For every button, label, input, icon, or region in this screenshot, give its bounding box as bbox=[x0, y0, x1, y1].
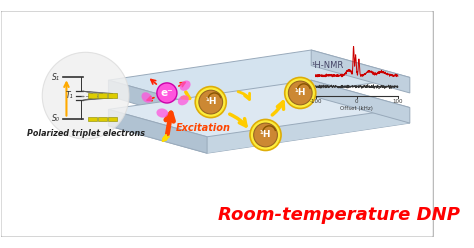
Polygon shape bbox=[109, 80, 207, 126]
Circle shape bbox=[250, 120, 281, 151]
Polygon shape bbox=[311, 80, 410, 123]
Polygon shape bbox=[109, 96, 410, 153]
Text: Excitation: Excitation bbox=[176, 123, 231, 133]
Ellipse shape bbox=[142, 92, 152, 103]
Polygon shape bbox=[109, 50, 410, 108]
Circle shape bbox=[195, 87, 226, 118]
Bar bbox=[99, 93, 107, 98]
Ellipse shape bbox=[178, 95, 189, 105]
Text: -100: -100 bbox=[310, 99, 322, 104]
Circle shape bbox=[288, 81, 312, 105]
Text: Offset (kHz): Offset (kHz) bbox=[340, 106, 374, 111]
FancyBboxPatch shape bbox=[0, 11, 434, 237]
Bar bbox=[88, 93, 97, 98]
Text: 100: 100 bbox=[392, 99, 403, 104]
Circle shape bbox=[254, 123, 277, 147]
Circle shape bbox=[157, 83, 177, 103]
Ellipse shape bbox=[156, 108, 168, 118]
Polygon shape bbox=[311, 50, 410, 93]
Ellipse shape bbox=[42, 52, 129, 139]
Text: ¹H: ¹H bbox=[205, 97, 217, 106]
Text: Room-temperature DNP: Room-temperature DNP bbox=[218, 206, 460, 223]
Text: S₁: S₁ bbox=[52, 73, 60, 82]
Bar bbox=[88, 117, 97, 121]
Text: S₀: S₀ bbox=[52, 114, 60, 123]
Text: ¹H: ¹H bbox=[260, 129, 271, 139]
Text: T₁: T₁ bbox=[66, 91, 74, 100]
Text: ¹H: ¹H bbox=[294, 88, 306, 96]
Bar bbox=[109, 117, 117, 121]
Ellipse shape bbox=[180, 80, 191, 91]
Text: e⁻: e⁻ bbox=[161, 88, 173, 98]
Polygon shape bbox=[109, 80, 410, 137]
Text: Polarized triplet electrons: Polarized triplet electrons bbox=[27, 129, 145, 138]
Bar bbox=[99, 117, 107, 121]
Text: ¹H-NMR: ¹H-NMR bbox=[311, 61, 344, 70]
Text: 0: 0 bbox=[355, 99, 359, 104]
Polygon shape bbox=[109, 109, 207, 153]
Polygon shape bbox=[109, 96, 410, 153]
Circle shape bbox=[285, 77, 316, 108]
Bar bbox=[109, 93, 117, 98]
Circle shape bbox=[199, 90, 223, 114]
